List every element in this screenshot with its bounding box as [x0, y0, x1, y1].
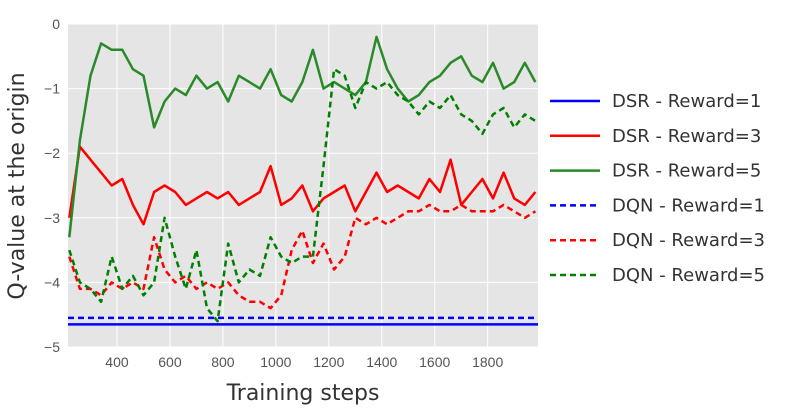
series-line-dqn-reward-3 — [68, 203, 537, 310]
x-tick-labels: 400 600 800 1000 1200 1400 1600 1800 — [105, 354, 503, 370]
x-tick-label: 600 — [158, 354, 182, 370]
legend-label: DQN - Reward=1 — [612, 195, 765, 216]
x-tick-label: 1000 — [260, 354, 291, 370]
y-tick-label: −3 — [44, 210, 60, 226]
y-axis-label: Q-value at the origin — [5, 72, 30, 299]
legend-label: DQN - Reward=5 — [612, 265, 765, 286]
series-line-dsr-reward-5 — [68, 35, 537, 238]
legend-label: DSR - Reward=5 — [612, 161, 761, 182]
x-tick-label: 400 — [105, 354, 129, 370]
legend-label: DQN - Reward=3 — [612, 230, 765, 251]
grid — [68, 23, 538, 348]
x-tick-label: 1200 — [313, 354, 344, 370]
y-tick-label: −2 — [44, 145, 60, 161]
series-lines — [68, 35, 538, 326]
y-tick-label: −1 — [44, 81, 60, 97]
series-line-dqn-reward-5 — [68, 67, 537, 323]
y-tick-label: −4 — [44, 274, 60, 290]
x-tick-label: 800 — [211, 354, 235, 370]
series-line-dsr-reward-3 — [68, 145, 537, 226]
x-tick-label: 1600 — [419, 354, 450, 370]
x-axis-label: Training steps — [226, 381, 380, 406]
y-tick-label: −5 — [44, 339, 60, 355]
x-tick-label: 1800 — [472, 354, 503, 370]
legend-label: DSR - Reward=1 — [612, 91, 761, 112]
x-tick-label: 1400 — [366, 354, 397, 370]
legend: DSR - Reward=1 DSR - Reward=3 DSR - Reward… — [550, 91, 765, 286]
y-tick-label: 0 — [52, 16, 60, 32]
y-tick-labels: 0 −1 −2 −3 −4 −5 — [44, 16, 60, 355]
legend-label: DSR - Reward=3 — [612, 126, 761, 147]
